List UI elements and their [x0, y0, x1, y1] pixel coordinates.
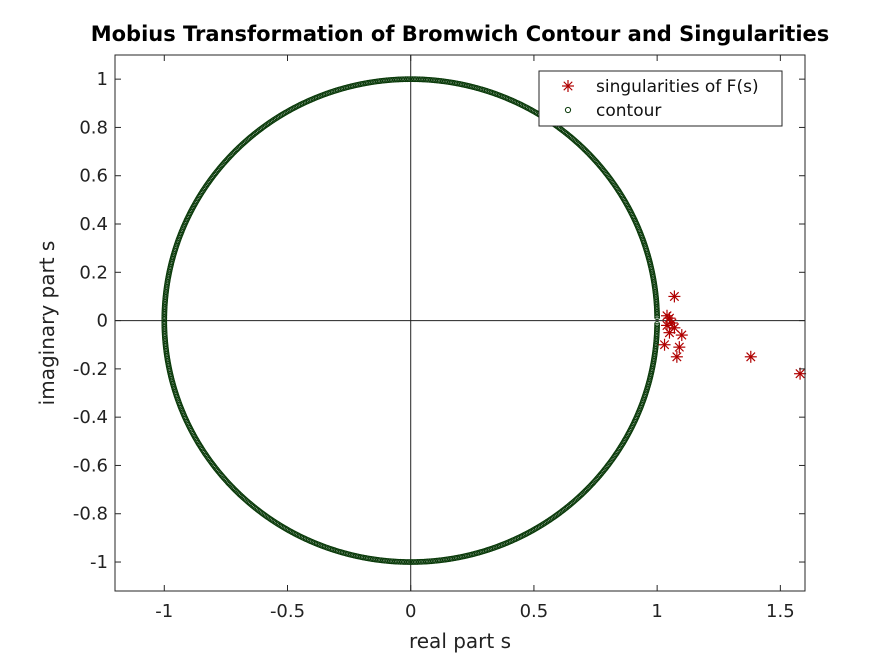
legend-marker-singularities	[562, 80, 574, 92]
asterisk-stroke	[669, 291, 680, 302]
y-axis-label: imaginary part s	[35, 241, 59, 406]
x-tick-label: -0.5	[270, 601, 305, 622]
y-tick-label: 0.4	[79, 214, 108, 235]
singularity-point	[794, 367, 807, 380]
y-tick-label: -1	[90, 552, 108, 573]
x-tick-label: -1	[155, 601, 173, 622]
x-tick-label: 1.5	[766, 601, 795, 622]
legend-label-contour: contour	[596, 101, 661, 121]
asterisk-stroke	[672, 352, 682, 362]
x-tick-label: 1	[651, 601, 662, 622]
x-axis-ticks: -1 -0.5 0 0.5 1 1.5	[155, 55, 795, 622]
singularity-point	[670, 350, 683, 363]
y-tick-label: -0.6	[73, 455, 108, 476]
y-tick-label: 1	[97, 69, 108, 90]
chart-title: Mobius Transformation of Bromwich Contou…	[91, 22, 830, 46]
legend-box	[538, 70, 783, 127]
asterisk-stroke	[563, 81, 573, 91]
y-tick-label: 0.6	[79, 166, 108, 187]
legend-circle	[564, 106, 572, 114]
y-tick-label: -0.4	[73, 407, 108, 428]
contour-point	[654, 322, 660, 329]
singularity-point	[663, 326, 676, 339]
asterisk-stroke	[677, 330, 687, 340]
contour-series	[161, 76, 661, 565]
singularity-point	[658, 338, 671, 351]
asterisk-stroke	[664, 327, 675, 338]
asterisk-stroke	[746, 352, 756, 362]
y-tick-label: -0.8	[73, 504, 108, 525]
zero-axes	[115, 55, 805, 591]
x-tick-label: 0.5	[520, 601, 549, 622]
asterisk-stroke	[795, 369, 805, 379]
legend-asterisk	[562, 80, 574, 92]
x-tick-label: 0	[405, 601, 416, 622]
legend: singularities of F(s) contour	[538, 70, 783, 127]
contour-point	[654, 321, 661, 327]
y-tick-label: 0	[97, 311, 108, 332]
x-axis-label: real part s	[409, 629, 511, 653]
plot-frame	[114, 54, 806, 592]
legend-marker-contour	[564, 106, 572, 114]
singularity-point	[675, 329, 688, 342]
y-tick-label: 0.8	[79, 117, 108, 138]
singularity-point	[673, 341, 686, 354]
asterisk-stroke	[659, 340, 670, 350]
legend-label-singularities: singularities of F(s)	[596, 77, 759, 97]
asterisk-stroke	[662, 320, 672, 331]
singularity-point	[665, 317, 678, 329]
singularities-series	[658, 290, 807, 380]
y-axis-ticks: 1 0.8 0.6 0.4 0.2 0 -0.2 -0.4 -0.6 -0.8 -1	[73, 69, 805, 573]
y-tick-label: 0.2	[79, 262, 108, 283]
singularity-point	[744, 350, 757, 363]
asterisk-stroke	[674, 342, 684, 352]
plot-area	[115, 55, 805, 591]
singularity-point	[668, 290, 681, 303]
y-tick-label: -0.2	[73, 359, 108, 380]
